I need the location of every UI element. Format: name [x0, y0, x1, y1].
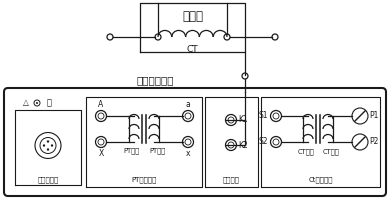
Text: P1: P1 — [369, 112, 378, 120]
Text: △: △ — [23, 98, 29, 108]
Text: S2: S2 — [259, 138, 268, 146]
Circle shape — [47, 140, 49, 143]
Text: ⏚: ⏚ — [46, 98, 51, 108]
Circle shape — [47, 148, 49, 151]
Text: S1: S1 — [259, 112, 268, 120]
Text: PT變比極性: PT變比極性 — [131, 176, 157, 183]
Text: Ct變比極性: Ct變比極性 — [308, 176, 333, 183]
Circle shape — [36, 102, 38, 104]
Text: 二次側: 二次側 — [182, 10, 203, 23]
Text: a: a — [186, 100, 190, 109]
Text: CT二次: CT二次 — [298, 148, 314, 155]
Text: PT一次: PT一次 — [123, 147, 139, 154]
Text: 外接測量口: 外接測量口 — [37, 176, 58, 183]
Text: K2: K2 — [238, 140, 248, 150]
Text: CT: CT — [187, 45, 198, 54]
Text: PT二次: PT二次 — [149, 147, 165, 154]
Text: X: X — [98, 149, 104, 158]
Circle shape — [43, 144, 45, 147]
Text: P2: P2 — [369, 138, 378, 146]
Text: 接互感器外殼: 接互感器外殼 — [136, 75, 174, 85]
Text: K1: K1 — [238, 116, 248, 124]
Text: 伏安特性: 伏安特性 — [223, 176, 240, 183]
Text: CT一次: CT一次 — [323, 148, 339, 155]
Circle shape — [51, 144, 53, 147]
Text: x: x — [186, 149, 190, 158]
Text: A: A — [98, 100, 104, 109]
